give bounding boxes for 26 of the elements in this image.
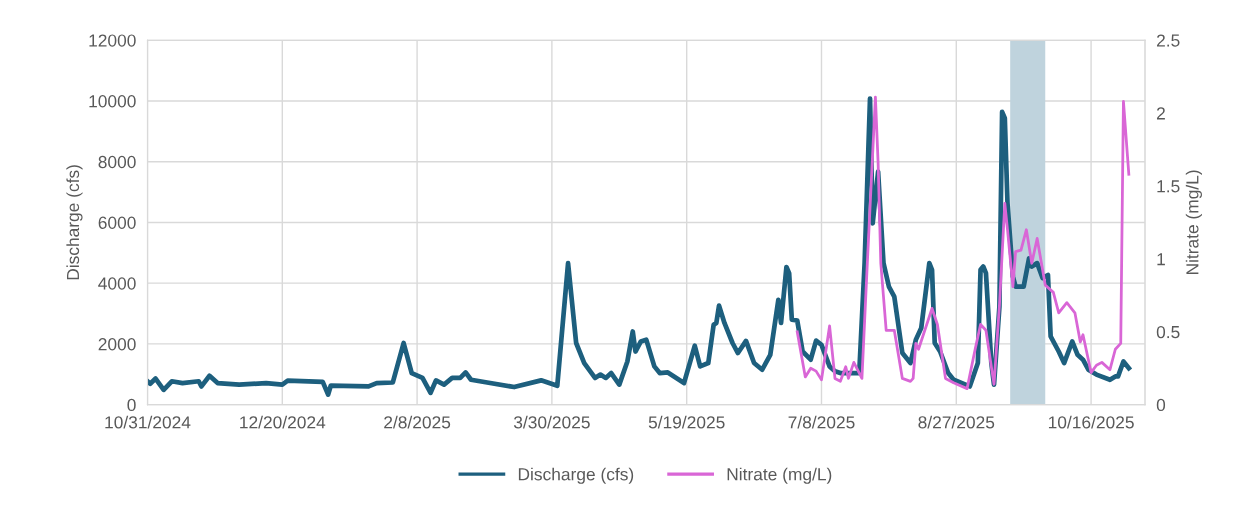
y-axis-title: Discharge (cfs): [66, 165, 83, 280]
x-tick-label: 2/8/2025: [384, 415, 451, 429]
x-tick-label: 3/30/2025: [513, 415, 590, 429]
x-tick-label: 10/31/2024: [105, 415, 191, 429]
x-tick-label: 7/8/2025: [788, 415, 855, 429]
y-tick-label: 4000: [98, 277, 136, 290]
legend-label: Nitrate (mg/L): [727, 467, 832, 484]
y-tick-label: 2000: [98, 338, 136, 351]
y-tick-label: 6000: [98, 216, 136, 229]
y-tick-label: 10000: [89, 95, 136, 108]
y2-axis-title: Nitrate (mg/L): [1185, 170, 1202, 275]
line-series: [795, 95, 1131, 391]
y2-tick-label: 0.5: [1156, 325, 1180, 339]
legend-label: Discharge (cfs): [518, 467, 634, 484]
x-tick-label: 10/16/2025: [1048, 415, 1134, 429]
y-tick-label: 12000: [89, 34, 136, 47]
x-tick-label: 12/20/2024: [240, 415, 326, 429]
y2-tick-label: 2: [1156, 107, 1165, 120]
y-tick-label: 0: [127, 398, 136, 412]
x-tick-label: 8/27/2025: [918, 415, 995, 429]
y2-tick-label: 0: [1156, 398, 1166, 412]
y2-tick-label: 1: [1157, 253, 1165, 266]
y2-tick-label: 2.5: [1156, 34, 1180, 47]
x-tick-label: 5/19/2025: [648, 415, 725, 429]
y2-tick-label: 1.5: [1157, 180, 1180, 193]
y-tick-label: 8000: [98, 155, 136, 169]
